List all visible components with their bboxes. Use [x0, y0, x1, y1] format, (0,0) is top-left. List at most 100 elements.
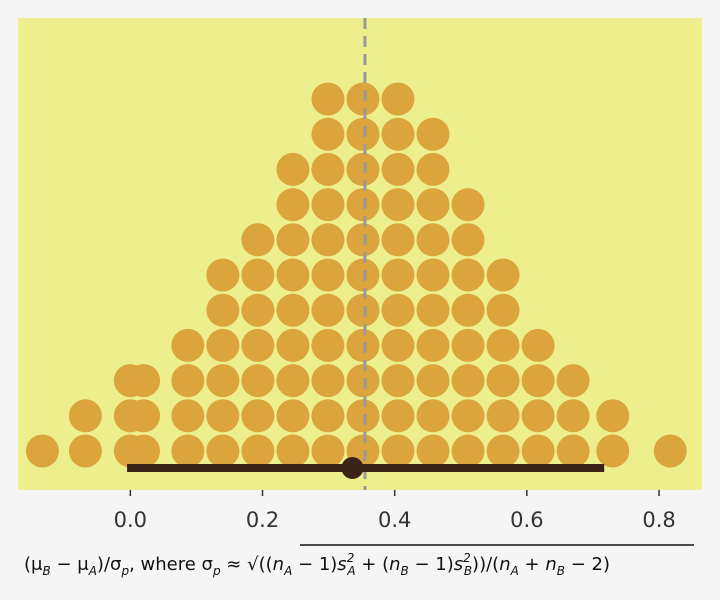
dot-13-4	[486, 293, 520, 327]
dot-13-2	[486, 364, 520, 398]
dot-10-8	[381, 152, 415, 186]
x-tick-label-2: 0.4	[378, 508, 411, 532]
dot-9-8	[346, 152, 380, 186]
dot-7-1	[276, 399, 310, 433]
dot-16-1	[596, 399, 630, 433]
dot-9-1	[346, 399, 380, 433]
dot-5-4	[206, 293, 240, 327]
dot-10-6	[381, 223, 415, 257]
dot-6-6	[241, 223, 275, 257]
dots-layer	[25, 82, 687, 468]
dot-8-4	[311, 293, 345, 327]
dot-9-9	[346, 117, 380, 151]
interval-point	[341, 457, 364, 479]
dot-7-8	[276, 152, 310, 186]
dot-11-1	[416, 399, 450, 433]
dot-10-0	[381, 434, 415, 468]
dot-7-5	[276, 258, 310, 292]
dot-14-0	[521, 434, 555, 468]
dot-13-5	[486, 258, 520, 292]
dot-11-2	[416, 364, 450, 398]
dot-7-0	[276, 434, 310, 468]
dot-8-3	[311, 328, 345, 362]
dot-4-2	[171, 364, 205, 398]
dot-3-0	[127, 434, 161, 468]
dot-12-2	[451, 364, 485, 398]
dot-9-5	[346, 258, 380, 292]
dot-9-6	[346, 223, 380, 257]
x-tick-label-0: 0.0	[114, 508, 147, 532]
dot-15-1	[556, 399, 590, 433]
dot-5-3	[206, 328, 240, 362]
dot-0-0	[25, 434, 59, 468]
dot-8-8	[311, 152, 345, 186]
x-tick-label-4: 0.8	[642, 508, 675, 532]
dot-9-7	[346, 188, 380, 222]
dot-12-0	[451, 434, 485, 468]
dot-11-6	[416, 223, 450, 257]
dot-10-1	[381, 399, 415, 433]
dot-4-3	[171, 328, 205, 362]
dot-11-4	[416, 293, 450, 327]
dot-13-1	[486, 399, 520, 433]
dot-3-2	[127, 364, 161, 398]
dot-10-3	[381, 328, 415, 362]
dot-14-2	[521, 364, 555, 398]
dot-8-5	[311, 258, 345, 292]
dot-12-1	[451, 399, 485, 433]
dot-16-0	[596, 434, 630, 468]
dot-8-7	[311, 188, 345, 222]
dot-14-1	[521, 399, 555, 433]
dot-8-2	[311, 364, 345, 398]
dot-12-7	[451, 188, 485, 222]
dot-8-1	[311, 399, 345, 433]
dot-15-0	[556, 434, 590, 468]
dot-12-3	[451, 328, 485, 362]
dot-4-0	[171, 434, 205, 468]
x-tick-label-1: 0.2	[246, 508, 279, 532]
dot-9-3	[346, 328, 380, 362]
dot-10-9	[381, 117, 415, 151]
x-axis-label: (μB − μA)/σp, where σp ≈ √((nA − 1)s2 A +…	[24, 551, 610, 578]
dot-1-0	[68, 434, 102, 468]
dot-6-3	[241, 328, 275, 362]
dot-10-5	[381, 258, 415, 292]
dot-5-2	[206, 364, 240, 398]
dot-10-4	[381, 293, 415, 327]
dot-10-7	[381, 188, 415, 222]
dot-1-1	[68, 399, 102, 433]
dot-7-6	[276, 223, 310, 257]
dot-8-9	[311, 117, 345, 151]
dot-10-2	[381, 364, 415, 398]
dot-9-10	[346, 82, 380, 116]
x-axis-ticks: 0.0 0.2 0.4 0.6 0.8	[114, 490, 676, 532]
dot-7-2	[276, 364, 310, 398]
dot-9-2	[346, 364, 380, 398]
dot-11-9	[416, 117, 450, 151]
dot-5-5	[206, 258, 240, 292]
dot-5-0	[206, 434, 240, 468]
dot-7-3	[276, 328, 310, 362]
dot-12-6	[451, 223, 485, 257]
dot-6-1	[241, 399, 275, 433]
dot-4-1	[171, 399, 205, 433]
dot-7-7	[276, 188, 310, 222]
dot-11-5	[416, 258, 450, 292]
dot-9-4	[346, 293, 380, 327]
dot-11-3	[416, 328, 450, 362]
dot-8-6	[311, 223, 345, 257]
dot-6-2	[241, 364, 275, 398]
dot-6-0	[241, 434, 275, 468]
dot-11-0	[416, 434, 450, 468]
dot-17-0	[653, 434, 687, 468]
dot-11-7	[416, 188, 450, 222]
dot-12-5	[451, 258, 485, 292]
dot-14-3	[521, 328, 555, 362]
dot-13-0	[486, 434, 520, 468]
dot-8-0	[311, 434, 345, 468]
dot-11-8	[416, 152, 450, 186]
dot-10-10	[381, 82, 415, 116]
dot-3-1	[127, 399, 161, 433]
dot-15-2	[556, 364, 590, 398]
